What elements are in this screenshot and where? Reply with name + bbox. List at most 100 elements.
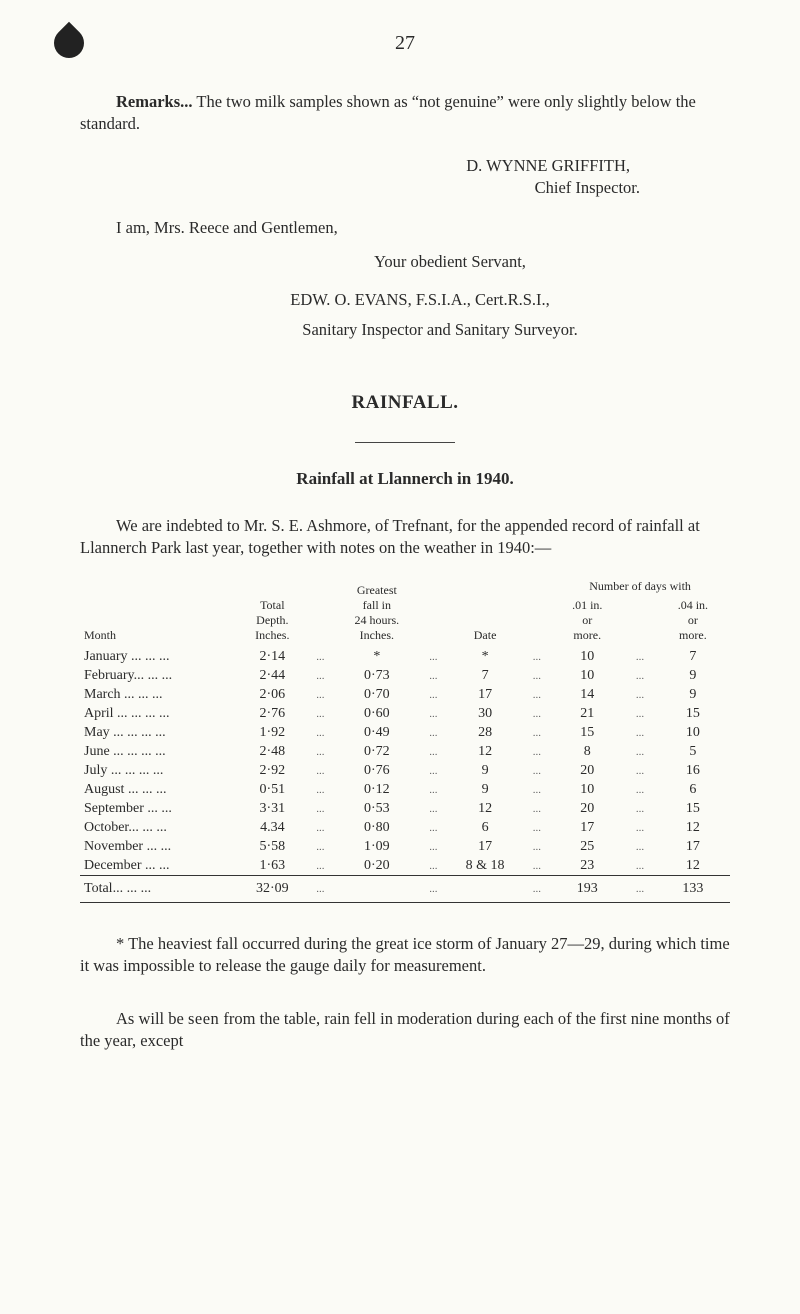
addressed-line: I am, Mrs. Reece and Gentlemen, <box>80 218 730 238</box>
inspector-role: Sanitary Inspector and Sanitary Surveyor… <box>150 320 730 340</box>
ellipsis-cell: ... <box>524 761 551 780</box>
ellipsis-cell: ... <box>307 685 334 704</box>
table-cell: 10 <box>550 647 624 666</box>
rainfall-subtitle: Rainfall at Llannerch in 1940. <box>80 469 730 489</box>
table-cell: 23 <box>550 856 624 876</box>
table-cell: * <box>447 647 524 666</box>
totals-depth: 32·09 <box>238 876 307 903</box>
col-d04-l3: more. <box>679 628 707 642</box>
table-cell: June ... ... ... ... <box>80 742 238 761</box>
chief-inspector-title: Chief Inspector. <box>80 178 640 198</box>
remarks-paragraph: Remarks... The two milk samples shown as… <box>80 91 730 136</box>
table-cell: 5 <box>656 742 730 761</box>
ellipsis-cell: ... <box>420 704 447 723</box>
chief-inspector-name: D. WYNNE GRIFFITH, <box>80 156 630 176</box>
ellipsis-cell: ... <box>524 685 551 704</box>
ellipsis-cell: ... <box>524 799 551 818</box>
ellipsis-cell: ... <box>420 666 447 685</box>
document-page: 27 Remarks... The two milk samples shown… <box>0 0 800 1314</box>
table-cell: 1·92 <box>238 723 307 742</box>
table-cell: 0·60 <box>334 704 420 723</box>
col-depth-l3: Inches. <box>255 628 289 642</box>
col-d04: .04 in. or more. <box>656 598 730 647</box>
table-cell: 20 <box>550 761 624 780</box>
table-cell: 0·20 <box>334 856 420 876</box>
ellipsis-cell: ... <box>420 647 447 666</box>
table-cell: 21 <box>550 704 624 723</box>
table-row: January ... ... ...2·14...*...*...10...7 <box>80 647 730 666</box>
table-cell: September ... ... <box>80 799 238 818</box>
table-row: December ... ...1·63...0·20...8 & 18...2… <box>80 856 730 876</box>
totals-d01: 193 <box>550 876 624 903</box>
ellipsis-cell: ... <box>307 799 334 818</box>
table-cell: 25 <box>550 837 624 856</box>
table-cell: 9 <box>656 666 730 685</box>
ellipsis-cell: ... <box>624 704 655 723</box>
table-cell: 17 <box>656 837 730 856</box>
table-cell: December ... ... <box>80 856 238 876</box>
table-cell: April ... ... ... ... <box>80 704 238 723</box>
col-fall: Greatest fall in 24 hours. Inches. <box>334 579 420 647</box>
table-cell: 9 <box>447 780 524 799</box>
col-sp2 <box>420 579 447 598</box>
table-cell: March ... ... ... <box>80 685 238 704</box>
table-cell: 15 <box>550 723 624 742</box>
table-row: May ... ... ... ...1·92...0·49...28...15… <box>80 723 730 742</box>
col-date: Date <box>447 579 524 647</box>
table-cell: 6 <box>656 780 730 799</box>
table-cell: 2·44 <box>238 666 307 685</box>
ellipsis-cell: ... <box>624 742 655 761</box>
table-row: July ... ... ... ...2·92...0·76...9...20… <box>80 761 730 780</box>
col-d01-l3: more. <box>573 628 601 642</box>
ellipsis-cell: ... <box>624 818 655 837</box>
table-row: October... ... ...4.34...0·80...6...17..… <box>80 818 730 837</box>
table-row: June ... ... ... ...2·48...0·72...12...8… <box>80 742 730 761</box>
col-d04-l1: .04 in. <box>678 598 708 612</box>
table-cell: July ... ... ... ... <box>80 761 238 780</box>
col-sp1b <box>307 598 334 647</box>
totals-ell1: ... <box>307 876 334 903</box>
totals-row: Total... ... ... 32·09 ... ... ... 193 .… <box>80 876 730 903</box>
table-cell: 10 <box>550 666 624 685</box>
rainfall-table: Month Total Depth. Inches. Greatest fall… <box>80 579 730 903</box>
table-row: March ... ... ...2·06...0·70...17...14..… <box>80 685 730 704</box>
table-cell: 10 <box>656 723 730 742</box>
table-cell: October... ... ... <box>80 818 238 837</box>
ellipsis-cell: ... <box>524 818 551 837</box>
table-cell: May ... ... ... ... <box>80 723 238 742</box>
ellipsis-cell: ... <box>524 704 551 723</box>
table-cell: 3·31 <box>238 799 307 818</box>
ellipsis-cell: ... <box>624 761 655 780</box>
table-cell: 20 <box>550 799 624 818</box>
ellipsis-cell: ... <box>420 723 447 742</box>
col-sp4 <box>624 598 655 647</box>
table-cell: 30 <box>447 704 524 723</box>
table-cell: August ... ... ... <box>80 780 238 799</box>
table-cell: 7 <box>447 666 524 685</box>
totals-ell3: ... <box>524 876 551 903</box>
table-cell: 0·80 <box>334 818 420 837</box>
table-cell: 0·76 <box>334 761 420 780</box>
col-d04-l2: or <box>688 613 698 627</box>
ellipsis-cell: ... <box>307 856 334 876</box>
ellipsis-cell: ... <box>624 780 655 799</box>
col-depth: Total Depth. Inches. <box>238 579 307 647</box>
table-cell: 12 <box>656 856 730 876</box>
totals-label: Total... ... ... <box>80 876 238 903</box>
footnote-2a: As will be <box>116 1009 188 1028</box>
table-cell: 0·51 <box>238 780 307 799</box>
table-cell: 2·76 <box>238 704 307 723</box>
rainfall-tbody: January ... ... ...2·14...*...*...10...7… <box>80 647 730 876</box>
table-cell: 16 <box>656 761 730 780</box>
ellipsis-cell: ... <box>307 723 334 742</box>
servant-line: Your obedient Servant, <box>170 252 730 272</box>
table-cell: 12 <box>447 742 524 761</box>
table-cell: 2·48 <box>238 742 307 761</box>
ellipsis-cell: ... <box>307 761 334 780</box>
col-d01-l2: or <box>582 613 592 627</box>
col-d01-l1: .01 in. <box>572 598 602 612</box>
section-title-rainfall: RAINFALL. <box>80 392 730 414</box>
table-cell: 17 <box>447 837 524 856</box>
table-cell: 2·14 <box>238 647 307 666</box>
ellipsis-cell: ... <box>524 666 551 685</box>
